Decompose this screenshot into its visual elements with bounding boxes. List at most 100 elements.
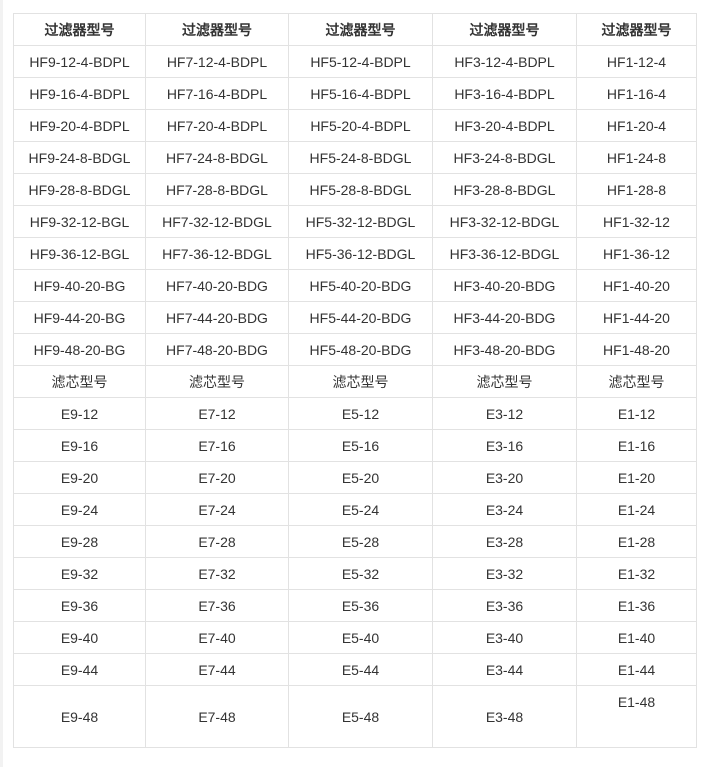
element-model-cell: E1-28 — [576, 525, 697, 558]
table-row: E9-44 E7-44 E5-44 E3-44 E1-44 — [13, 653, 697, 686]
filter-model-cell: HF9-48-20-BG — [13, 333, 146, 366]
element-model-cell: E1-48 — [576, 685, 697, 748]
element-model-cell: E5-32 — [288, 557, 433, 590]
element-model-cell: E9-44 — [13, 653, 146, 686]
filter-model-cell: HF3-20-4-BDPL — [432, 109, 577, 142]
element-column-header: 滤芯型号 — [145, 365, 289, 398]
element-column-header: 滤芯型号 — [13, 365, 146, 398]
filter-model-cell: HF7-44-20-BDG — [145, 301, 289, 334]
filter-model-cell: HF1-16-4 — [576, 77, 697, 110]
filter-model-cell: HF9-16-4-BDPL — [13, 77, 146, 110]
element-model-cell: E3-36 — [432, 589, 577, 622]
element-model-cell: E7-16 — [145, 429, 289, 462]
filter-model-cell: HF1-12-4 — [576, 45, 697, 78]
filter-model-cell: HF7-16-4-BDPL — [145, 77, 289, 110]
element-model-cell: E1-12 — [576, 397, 697, 430]
table-row: E9-32 E7-32 E5-32 E3-32 E1-32 — [13, 557, 697, 590]
table-row: HF9-20-4-BDPL HF7-20-4-BDPL HF5-20-4-BDPL H… — [13, 109, 697, 142]
column-header: 过滤器型号 — [145, 13, 289, 46]
filter-model-cell: HF5-24-8-BDGL — [288, 141, 433, 174]
page-edge — [0, 0, 3, 767]
column-header: 过滤器型号 — [576, 13, 697, 46]
element-column-header: 滤芯型号 — [576, 365, 697, 398]
filter-model-cell: HF3-16-4-BDPL — [432, 77, 577, 110]
column-header: 过滤器型号 — [288, 13, 433, 46]
element-model-cell: E3-48 — [432, 685, 577, 748]
filter-model-cell: HF1-24-8 — [576, 141, 697, 174]
filter-model-cell: HF9-32-12-BGL — [13, 205, 146, 238]
filter-model-cell: HF3-44-20-BDG — [432, 301, 577, 334]
filter-model-cell: HF3-36-12-BDGL — [432, 237, 577, 270]
element-model-cell: E3-44 — [432, 653, 577, 686]
table-row: HF9-12-4-BDPL HF7-12-4-BDPL HF5-12-4-BDPL H… — [13, 45, 697, 78]
element-model-cell: E7-40 — [145, 621, 289, 654]
filter-model-cell: HF5-32-12-BDGL — [288, 205, 433, 238]
element-model-cell: E3-32 — [432, 557, 577, 590]
element-model-cell: E1-20 — [576, 461, 697, 494]
element-model-cell: E3-20 — [432, 461, 577, 494]
element-model-cell: E9-12 — [13, 397, 146, 430]
column-header: 过滤器型号 — [432, 13, 577, 46]
filter-model-cell: HF1-48-20 — [576, 333, 697, 366]
element-model-cell: E1-32 — [576, 557, 697, 590]
filter-model-cell: HF5-44-20-BDG — [288, 301, 433, 334]
filter-model-cell: HF3-48-20-BDG — [432, 333, 577, 366]
element-model-cell: E7-36 — [145, 589, 289, 622]
filter-model-cell: HF5-48-20-BDG — [288, 333, 433, 366]
element-model-cell: E7-24 — [145, 493, 289, 526]
table-row: HF9-28-8-BDGL HF7-28-8-BDGL HF5-28-8-BDGL H… — [13, 173, 697, 206]
element-model-cell: E1-36 — [576, 589, 697, 622]
filter-model-cell: HF3-12-4-BDPL — [432, 45, 577, 78]
element-model-cell: E7-32 — [145, 557, 289, 590]
element-model-cell: E1-40 — [576, 621, 697, 654]
element-model-cell: E5-12 — [288, 397, 433, 430]
element-model-cell: E7-28 — [145, 525, 289, 558]
table-row: HF9-16-4-BDPL HF7-16-4-BDPL HF5-16-4-BDPL H… — [13, 77, 697, 110]
filter-model-cell: HF5-20-4-BDPL — [288, 109, 433, 142]
filter-model-cell: HF1-40-20 — [576, 269, 697, 302]
element-model-cell: E9-16 — [13, 429, 146, 462]
element-model-cell: E5-28 — [288, 525, 433, 558]
filter-model-cell: HF5-40-20-BDG — [288, 269, 433, 302]
table-row: E9-40 E7-40 E5-40 E3-40 E1-40 — [13, 621, 697, 654]
filter-model-cell: HF3-28-8-BDGL — [432, 173, 577, 206]
table-row: E9-48 E7-48 E5-48 E3-48 E1-48 — [13, 685, 697, 748]
element-model-cell: E3-16 — [432, 429, 577, 462]
element-model-cell: E5-16 — [288, 429, 433, 462]
filter-model-cell: HF9-20-4-BDPL — [13, 109, 146, 142]
column-header: 过滤器型号 — [13, 13, 146, 46]
filter-model-cell: HF1-44-20 — [576, 301, 697, 334]
table-row: E9-28 E7-28 E5-28 E3-28 E1-28 — [13, 525, 697, 558]
element-model-cell: E5-48 — [288, 685, 433, 748]
element-model-cell: E5-40 — [288, 621, 433, 654]
element-model-cell: E9-24 — [13, 493, 146, 526]
element-model-cell: E7-48 — [145, 685, 289, 748]
filter-model-cell: HF9-12-4-BDPL — [13, 45, 146, 78]
table-row: E9-36 E7-36 E5-36 E3-36 E1-36 — [13, 589, 697, 622]
filter-model-cell: HF9-24-8-BDGL — [13, 141, 146, 174]
table-row: HF9-40-20-BG HF7-40-20-BDG HF5-40-20-BDG HF… — [13, 269, 697, 302]
table-row: E9-24 E7-24 E5-24 E3-24 E1-24 — [13, 493, 697, 526]
element-model-cell: E5-20 — [288, 461, 433, 494]
element-model-cell: E3-40 — [432, 621, 577, 654]
element-model-cell: E5-24 — [288, 493, 433, 526]
element-model-cell: E7-12 — [145, 397, 289, 430]
filter-model-cell: HF9-28-8-BDGL — [13, 173, 146, 206]
table-row: E9-16 E7-16 E5-16 E3-16 E1-16 — [13, 429, 697, 462]
filter-model-cell: HF7-36-12-BDGL — [145, 237, 289, 270]
element-model-cell: E1-16 — [576, 429, 697, 462]
table-row: HF9-48-20-BG HF7-48-20-BDG HF5-48-20-BDG HF… — [13, 333, 697, 366]
element-model-cell: E3-24 — [432, 493, 577, 526]
element-model-cell: E9-36 — [13, 589, 146, 622]
filter-model-cell: HF1-36-12 — [576, 237, 697, 270]
filter-model-cell: HF7-32-12-BDGL — [145, 205, 289, 238]
filter-model-cell: HF3-24-8-BDGL — [432, 141, 577, 174]
element-model-cell: E7-20 — [145, 461, 289, 494]
table-row: E9-12 E7-12 E5-12 E3-12 E1-12 — [13, 397, 697, 430]
element-model-cell: E9-48 — [13, 685, 146, 748]
element-model-cell: E5-44 — [288, 653, 433, 686]
element-model-cell: E3-12 — [432, 397, 577, 430]
element-model-cell: E9-40 — [13, 621, 146, 654]
filter-model-cell: HF1-20-4 — [576, 109, 697, 142]
filter-model-cell: HF3-40-20-BDG — [432, 269, 577, 302]
